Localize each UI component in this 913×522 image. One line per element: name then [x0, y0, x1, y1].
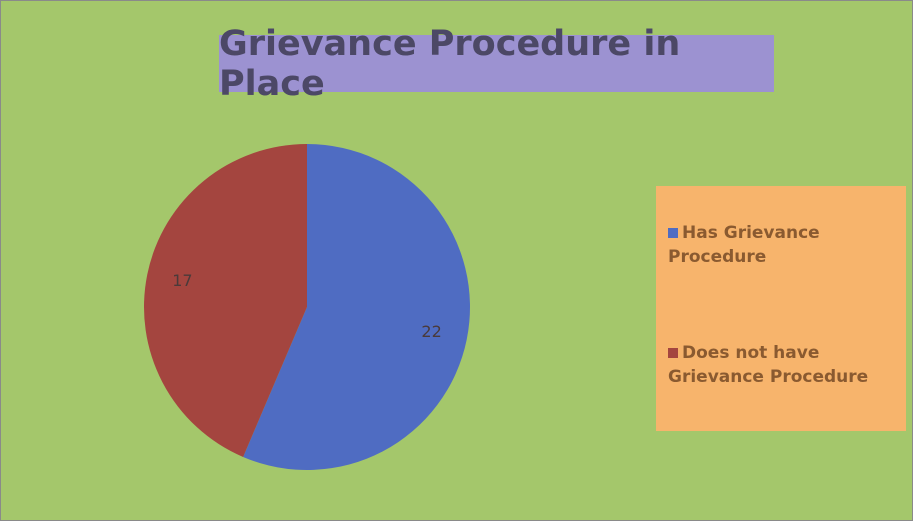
data-label: 17 — [172, 271, 192, 290]
pie-slice — [243, 144, 471, 471]
legend-entry: Does not have Grievance Procedure — [668, 341, 904, 389]
legend: Has Grievance Procedure Does not have Gri… — [656, 186, 906, 431]
legend-entry: Has Grievance Procedure — [668, 221, 904, 269]
legend-swatch — [668, 348, 678, 358]
data-label: 22 — [421, 322, 441, 341]
legend-swatch — [668, 228, 678, 238]
legend-label: Has Grievance Procedure — [668, 223, 820, 267]
legend-label: Does not have Grievance Procedure — [668, 343, 869, 387]
pie-slice — [144, 144, 307, 457]
